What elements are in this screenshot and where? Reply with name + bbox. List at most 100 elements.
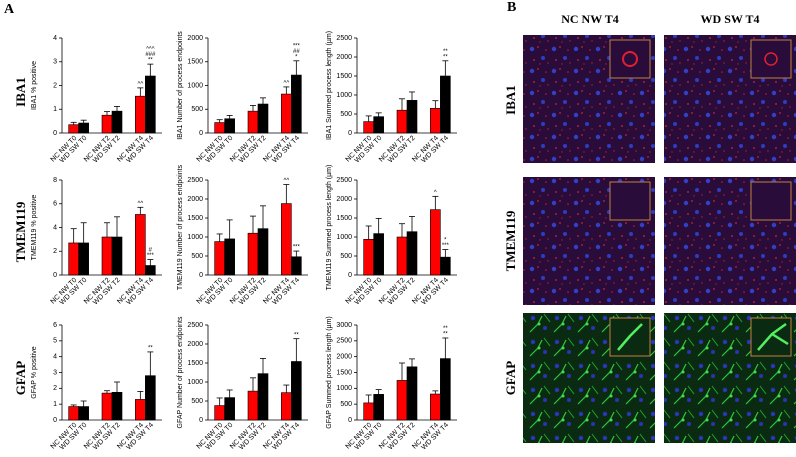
y-axis-label: TMEM119 Summed process length (µm) [326, 165, 333, 291]
micrographs [523, 35, 796, 443]
y-tick-label: 1500 [187, 59, 203, 66]
y-tick-label: 0 [53, 272, 57, 279]
significance-mark: ** [294, 332, 299, 338]
significance-mark: *** [147, 253, 155, 259]
y-tick-label: 500 [340, 253, 352, 260]
y-tick-label: 0 [199, 130, 203, 137]
y-tick-label: 500 [340, 111, 352, 118]
significance-mark: *** [293, 245, 301, 251]
significance-mark: ** [443, 326, 448, 332]
y-tick-label: 500 [340, 401, 352, 408]
y-tick-label: 0 [348, 272, 352, 279]
y-tick-label: 0 [53, 417, 57, 424]
bar [430, 108, 441, 134]
y-tick-label: 8 [53, 177, 57, 184]
significance-mark: ** [443, 49, 448, 55]
bar [247, 390, 259, 421]
y-axis-label: GFAP Summed process length (µm) [326, 316, 333, 428]
significance-mark: ^^ [138, 81, 144, 87]
significance-mark: # [149, 248, 153, 254]
bar [145, 75, 156, 134]
row-label: TMEM119 [13, 201, 28, 262]
y-tick-label: 500 [191, 253, 203, 260]
y-tick-label: 0 [199, 417, 203, 424]
bar [281, 203, 292, 276]
y-tick-label: 2000 [336, 354, 352, 361]
bar [373, 116, 384, 134]
inset [609, 39, 651, 79]
y-tick-label: 3 [53, 369, 57, 376]
bar [291, 74, 302, 134]
image-column-header: WD SW T4 [701, 12, 760, 26]
image-column-header: NC NW T4 [561, 12, 619, 26]
bar [214, 405, 225, 421]
y-axis-label: GFAP % positive [31, 346, 38, 399]
significance-mark: ^^ [284, 81, 290, 87]
bar [396, 109, 408, 134]
y-tick-label: 1500 [336, 215, 352, 222]
y-axis-label: GFAP Number of process endpoints [177, 316, 184, 428]
y-axis-label: TMEM119 % positive [31, 195, 38, 261]
y-tick-label: 4 [53, 354, 57, 361]
significance-mark: ** [443, 332, 448, 338]
bar [247, 232, 259, 276]
panel-label: A [4, 2, 15, 17]
bar [68, 124, 79, 134]
y-tick-label: 2500 [336, 177, 352, 184]
cell [617, 323, 643, 351]
y-tick-label: 2000 [336, 196, 352, 203]
y-tick-label: 6 [53, 201, 57, 208]
row-label: IBA1 [503, 85, 518, 115]
y-tick-label: 0 [53, 130, 57, 137]
inset [750, 39, 792, 79]
y-tick-label: 2000 [187, 35, 203, 42]
bar [406, 231, 418, 276]
bar [224, 397, 235, 421]
y-axis-label: TMEM119 Number of process endpoints [177, 164, 184, 290]
y-axis-label: IBA1 % positive [31, 61, 38, 110]
significance-mark: ^^^ [146, 47, 155, 53]
y-tick-label: 1500 [336, 369, 352, 376]
y-tick-label: 1500 [336, 73, 352, 80]
cell [757, 322, 789, 351]
significance-mark: ## [293, 49, 300, 55]
bar [145, 375, 156, 421]
bar [224, 238, 235, 276]
panel-label: B [507, 0, 516, 15]
row-label: GFAP [503, 361, 518, 395]
bar [111, 110, 123, 134]
significance-mark: ** [148, 345, 153, 351]
significance-mark: ### [145, 52, 156, 58]
y-tick-label: 2000 [187, 341, 203, 348]
significance-mark: * [444, 238, 447, 244]
y-tick-label: 0 [199, 272, 203, 279]
y-tick-label: 500 [191, 398, 203, 405]
bar [430, 393, 441, 421]
bar [281, 392, 292, 421]
y-tick-label: 6 [53, 322, 57, 329]
significance-mark: *** [293, 43, 301, 49]
cell [622, 51, 638, 67]
significance-mark: ^ [434, 190, 437, 196]
significance-mark: *** [442, 243, 450, 249]
y-tick-label: 5 [53, 338, 57, 345]
bar [68, 406, 79, 421]
y-tick-label: 1000 [336, 234, 352, 241]
bar [214, 122, 225, 134]
y-tick-label: 2500 [336, 338, 352, 345]
y-tick-label: 3000 [336, 322, 352, 329]
y-axis-label: IBA1 Number of process endpoints [177, 31, 184, 140]
bar [135, 399, 146, 421]
significance-mark: ** [148, 58, 153, 64]
bar [224, 118, 235, 134]
bar [440, 75, 451, 134]
y-tick-label: 2000 [336, 54, 352, 61]
inset [750, 181, 792, 221]
bar [363, 121, 374, 134]
y-tick-label: 2500 [336, 35, 352, 42]
significance-mark: ^^ [138, 201, 144, 207]
row-label: TMEM119 [503, 210, 518, 271]
bar [78, 242, 89, 276]
bar [406, 366, 418, 421]
y-tick-label: 0 [348, 130, 352, 137]
